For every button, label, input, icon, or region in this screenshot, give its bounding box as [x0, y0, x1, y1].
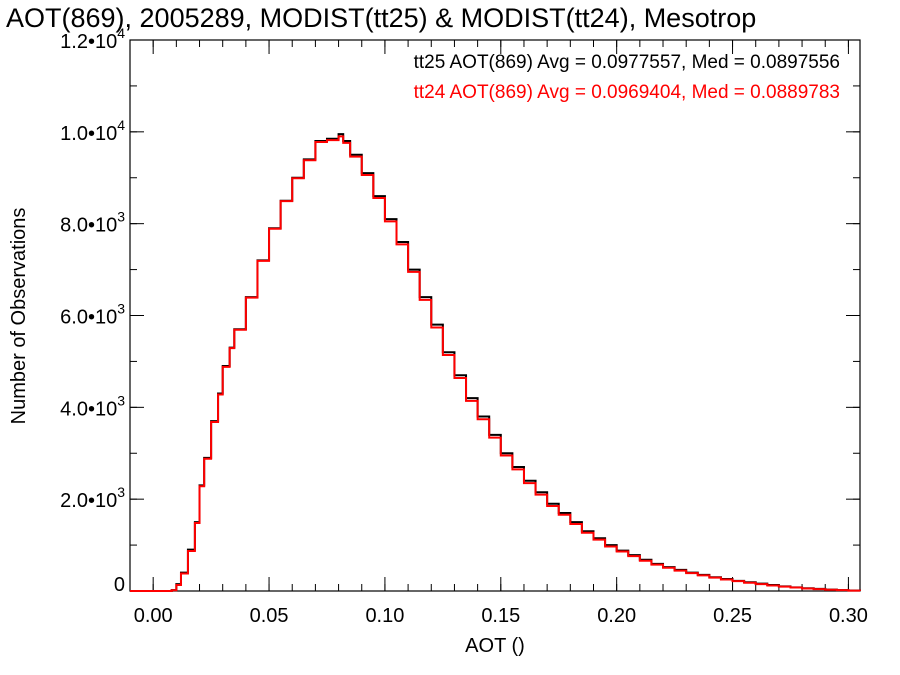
x-tick-label: 0.30 — [829, 605, 868, 627]
x-tick-label: 0.00 — [134, 605, 173, 627]
x-tick-label: 0.10 — [365, 605, 404, 627]
chart-title: AOT(869), 2005289, MODIST(tt25) & MODIST… — [6, 3, 756, 33]
x-tick-labels: 0.00 0.05 0.10 0.15 0.20 0.25 0.30 — [134, 605, 868, 627]
series-line-tt25 — [130, 133, 861, 592]
y-tick-label: 0 — [114, 574, 125, 596]
x-axis-label: AOT () — [465, 635, 525, 657]
series-line-tt24 — [130, 135, 861, 592]
y-axis-label: Number of Observations — [8, 208, 30, 425]
y-tick-label: 8.0•103 — [60, 209, 125, 237]
legend-tt24: tt24 AOT(869) Avg = 0.0969404, Med = 0.0… — [414, 82, 840, 103]
y-tick-labels: 02.0•1034.0•1036.0•1038.0•1031.0•1041.2•… — [60, 25, 125, 596]
x-tick-label: 0.05 — [250, 605, 289, 627]
plot-frame — [129, 39, 861, 592]
y-tick-label: 6.0•103 — [60, 301, 125, 329]
x-tick-label: 0.25 — [713, 605, 752, 627]
legend-tt25: tt25 AOT(869) Avg = 0.0977557, Med = 0.0… — [414, 52, 840, 73]
axis-ticks — [130, 39, 860, 592]
y-tick-label: 4.0•103 — [60, 392, 125, 420]
y-tick-label: 2.0•103 — [60, 484, 125, 512]
x-tick-label: 0.20 — [597, 605, 636, 627]
series-layer — [130, 133, 861, 592]
x-tick-label: 0.15 — [481, 605, 520, 627]
y-tick-label: 1.0•104 — [60, 117, 125, 145]
